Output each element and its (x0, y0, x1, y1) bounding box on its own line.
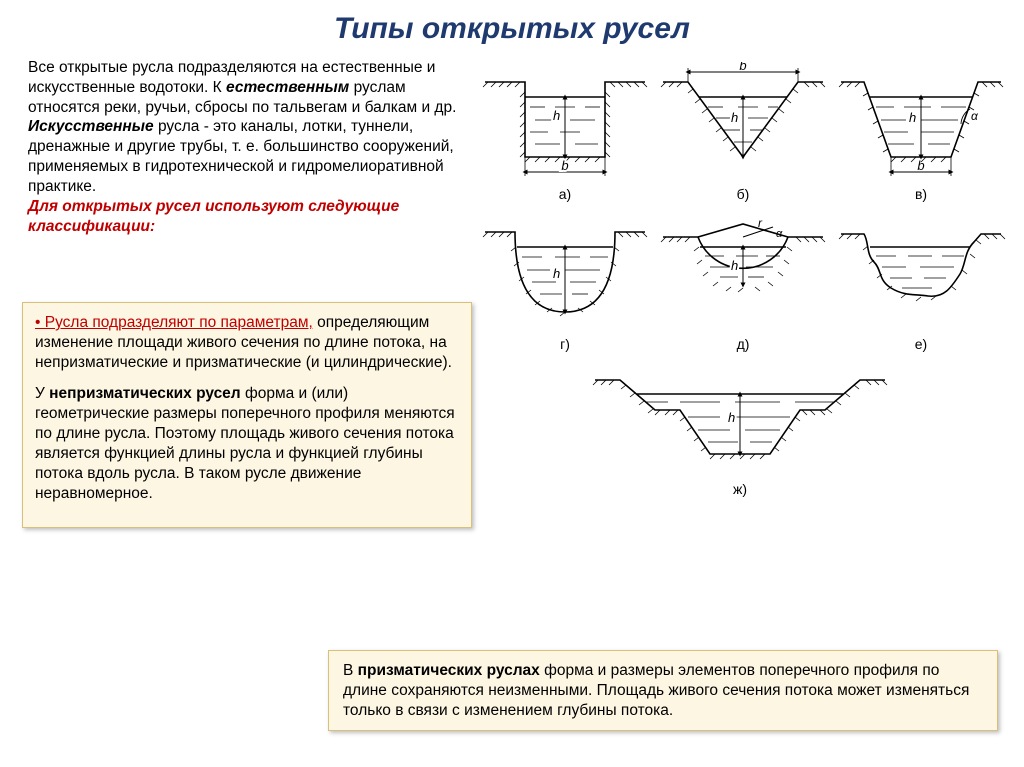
box1-p2b: форма и (или) геометрические размеры поп… (35, 385, 455, 501)
diagram-a-rectangular: b b h h а) (480, 62, 650, 202)
dim-h: h (909, 110, 916, 125)
diagram-grid: b b h h а) (480, 62, 1005, 502)
page-title: Типы открытых русел (0, 0, 1024, 54)
label-v: в) (836, 186, 1006, 202)
dim-b: b (917, 158, 924, 173)
label-e: е) (836, 336, 1006, 352)
intro-em1: естественным (226, 79, 349, 96)
dim-h: h (731, 258, 738, 273)
label-g: г) (480, 336, 650, 352)
diagram-b-triangular: b h h б) (658, 62, 828, 202)
callout-box-1: • Русла подразделяют по параметрам, опре… (22, 302, 472, 528)
label-a: а) (480, 186, 650, 202)
box1-p2a: У (35, 385, 49, 402)
callout-box-2: В призматических руслах форма и размеры … (328, 650, 998, 731)
diagram-e-natural: е) (836, 212, 1006, 352)
dim-h: h (731, 110, 738, 125)
dim-b: b (739, 62, 746, 73)
diagram-zh-compound: h h ж) (590, 362, 890, 497)
intro-red: Для открытых русел используют следующие … (28, 198, 399, 235)
diagram-g-parabolic: h h г) (480, 212, 650, 352)
label-d: д) (658, 336, 828, 352)
diagram-v-trapezoidal: b h h α в) (836, 62, 1006, 202)
dim-h: h (553, 108, 560, 123)
dim-r: r (758, 216, 763, 230)
box2-em: призматических руслах (358, 662, 540, 679)
intro-text: Все открытые русла подразделяются на ест… (28, 58, 468, 236)
dim-h: h (728, 410, 735, 425)
dim-alpha: α (776, 228, 783, 240)
dim-h: h (553, 266, 560, 281)
box2-a: В (343, 662, 358, 679)
dim-alpha: α (971, 109, 979, 123)
dim-b: b (561, 158, 568, 173)
intro-em2: Искусственные (28, 118, 154, 135)
diagram-d-circular: r α h h д) (658, 212, 828, 352)
label-zh: ж) (590, 481, 890, 497)
box1-p2em: непризматических русел (49, 385, 241, 402)
box1-bullet: • Русла подразделяют по параметрам, (35, 314, 313, 331)
label-b: б) (658, 186, 828, 202)
